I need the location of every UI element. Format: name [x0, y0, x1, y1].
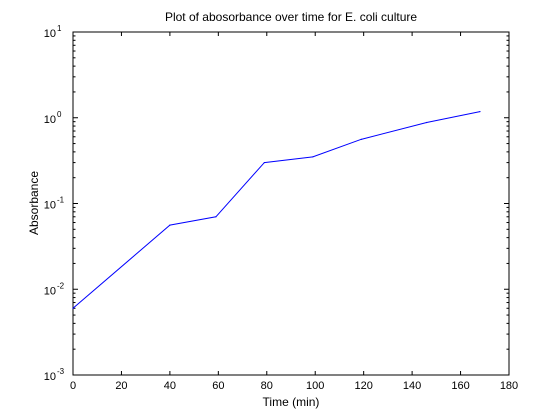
x-axis-label: Time (min) [263, 395, 320, 409]
x-axis-ticks: 0 20 40 60 80 100 120 140 160 180 [70, 32, 518, 392]
x-tick-label: 20 [115, 380, 127, 392]
y-tick-exponent: -3 [57, 367, 65, 376]
x-tick-label: 40 [164, 380, 176, 392]
y-tick-base: 10 [44, 371, 56, 383]
y-tick-exponent: 1 [57, 24, 62, 33]
x-tick-label: 60 [212, 380, 224, 392]
data-point [215, 216, 217, 218]
chart-title: Plot of abosorbance over time for E. col… [165, 10, 417, 24]
data-point [479, 110, 481, 113]
y-tick-base: 10 [44, 114, 56, 126]
series-line-0 [72, 111, 481, 309]
y-tick-label: 10 [44, 371, 56, 383]
x-tick-label: 80 [261, 380, 273, 392]
x-tick-label: 0 [70, 380, 76, 392]
x-tick-label: 160 [451, 380, 469, 392]
y-tick-label: 10 [44, 200, 56, 212]
y-tick-label: 10 [44, 28, 56, 40]
x-tick-label: 140 [403, 380, 421, 392]
data-point [312, 156, 314, 158]
y-tick-label: 10 [44, 285, 56, 297]
plot-area [72, 31, 510, 376]
y-tick-label: 10 [44, 114, 56, 126]
y-tick-base: 10 [44, 28, 56, 40]
x-tick-label: 120 [354, 380, 372, 392]
y-tick-base: 10 [44, 200, 56, 212]
y-axis-label: Absorbance [27, 171, 41, 235]
y-tick-base: 10 [44, 285, 56, 297]
data-point [360, 138, 362, 140]
series-layer [72, 110, 481, 309]
y-tick-exponent: -2 [57, 281, 65, 290]
x-tick-label: 100 [306, 380, 324, 392]
data-point [72, 307, 74, 309]
data-point [169, 224, 171, 226]
data-point [263, 161, 265, 164]
x-tick-label: 180 [500, 380, 518, 392]
y-tick-exponent: -1 [57, 196, 65, 205]
y-tick-exponent: 0 [57, 110, 62, 119]
data-point [426, 121, 428, 124]
